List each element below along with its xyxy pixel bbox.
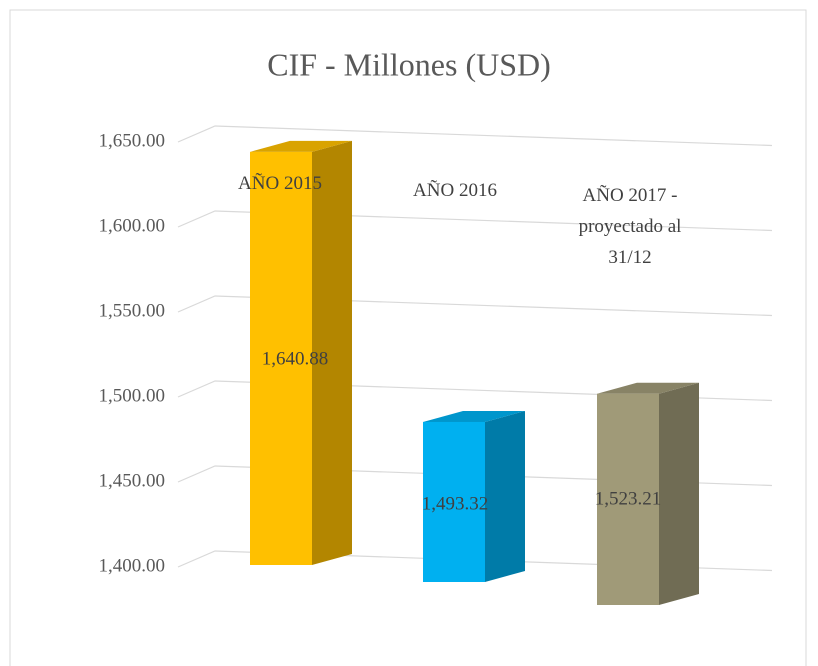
category-label: AÑO 2016 bbox=[413, 180, 497, 201]
bar-top bbox=[250, 140, 352, 152]
grid-line bbox=[177, 295, 773, 317]
y-tick-label: 1,550.00 bbox=[99, 300, 166, 321]
category-label: AÑO 2017 - proyectado al 31/12 bbox=[578, 185, 682, 268]
grid-line bbox=[177, 465, 773, 487]
grid-line bbox=[177, 125, 773, 147]
bar-top bbox=[597, 382, 699, 394]
bar bbox=[250, 151, 312, 565]
y-tick-label: 1,500.00 bbox=[99, 385, 166, 406]
chart-title: CIF - Millones (USD) bbox=[267, 46, 551, 82]
bar bbox=[423, 421, 485, 582]
bar-side bbox=[485, 410, 525, 582]
y-tick-label: 1,600.00 bbox=[99, 215, 166, 236]
data-label: 1,523.21 bbox=[595, 488, 662, 509]
chart-border bbox=[9, 9, 807, 666]
bar-side bbox=[659, 382, 699, 605]
category-label: AÑO 2015 bbox=[238, 173, 322, 194]
data-label: 1,493.32 bbox=[422, 493, 489, 514]
grid-line bbox=[177, 380, 773, 402]
grid-line bbox=[177, 210, 773, 232]
grid-line bbox=[177, 550, 773, 572]
y-tick-label: 1,650.00 bbox=[99, 130, 166, 151]
data-label: 1,640.88 bbox=[262, 348, 329, 369]
bar-top bbox=[423, 410, 525, 422]
y-tick-label: 1,400.00 bbox=[99, 555, 166, 576]
bar-side bbox=[312, 140, 352, 565]
y-tick-label: 1,450.00 bbox=[99, 470, 166, 491]
bar bbox=[597, 393, 659, 605]
